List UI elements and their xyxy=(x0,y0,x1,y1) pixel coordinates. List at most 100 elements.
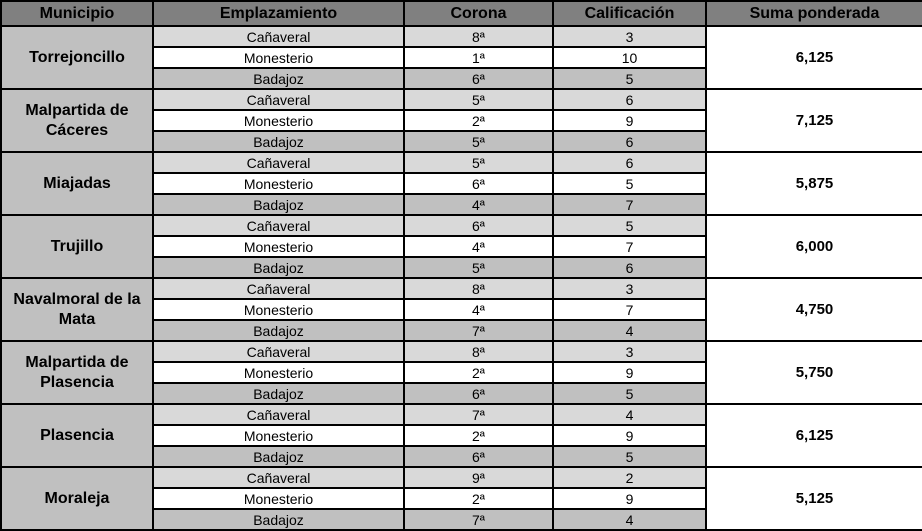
corona-cell: 8ª xyxy=(403,340,554,363)
emplazamiento-cell: Badajoz xyxy=(152,319,405,342)
column-header-corona: Corona xyxy=(403,0,554,27)
municipio-cell: Malpartida de Cáceres xyxy=(0,88,154,153)
column-header-calificacion: Calificación xyxy=(552,0,707,27)
corona-cell: 2ª xyxy=(403,424,554,447)
table-row: Badajoz 7ª 4 xyxy=(1,319,922,342)
table-row: Monesterio 2ª 9 xyxy=(1,487,922,510)
suma-ponderada-cell: 5,125 xyxy=(705,466,922,531)
corona-cell: 4ª xyxy=(403,235,554,258)
calificacion-cell: 6 xyxy=(552,151,707,174)
calificacion-cell: 7 xyxy=(552,298,707,321)
calificacion-cell: 3 xyxy=(552,340,707,363)
calificacion-cell: 10 xyxy=(552,46,707,69)
calificacion-cell: 3 xyxy=(552,277,707,300)
calificacion-cell: 2 xyxy=(552,466,707,489)
calificacion-cell: 4 xyxy=(552,508,707,531)
table-row: Malpartida de Plasencia Cañaveral 8ª 3 5,750 xyxy=(0,340,922,405)
table-row: Badajoz 6ª 5 xyxy=(1,67,922,90)
column-header-suma-ponderada: Suma ponderada xyxy=(705,0,922,27)
table-row: Monesterio 4ª 7 xyxy=(1,298,922,321)
corona-cell: 2ª xyxy=(403,361,554,384)
table-row: Navalmoral de la Mata Cañaveral 8ª 3 4,750 xyxy=(0,277,922,342)
emplazamiento-cell: Monesterio xyxy=(152,487,405,510)
emplazamiento-cell: Badajoz xyxy=(152,256,405,279)
municipio-cell: Plasencia xyxy=(0,403,154,468)
calificacion-cell: 7 xyxy=(552,235,707,258)
table-row: Malpartida de Cáceres Cañaveral 5ª 6 7,125 xyxy=(0,88,922,153)
table-row: Monesterio 1ª 10 xyxy=(1,46,922,69)
table-row: Monesterio 2ª 9 xyxy=(1,424,922,447)
suma-ponderada-cell: 5,750 xyxy=(705,340,922,405)
column-header-emplazamiento: Emplazamiento xyxy=(152,0,405,27)
municipio-cell: Malpartida de Plasencia xyxy=(0,340,154,405)
emplazamiento-cell: Monesterio xyxy=(152,109,405,132)
corona-cell: 7ª xyxy=(403,508,554,531)
table-row: Badajoz 5ª 6 xyxy=(1,130,922,153)
municipio-cell: Torrejoncillo xyxy=(0,25,154,90)
emplazamiento-cell: Badajoz xyxy=(152,508,405,531)
calificacion-cell: 5 xyxy=(552,214,707,237)
emplazamiento-cell: Monesterio xyxy=(152,172,405,195)
table-row: Monesterio 4ª 7 xyxy=(1,235,922,258)
calificacion-cell: 5 xyxy=(552,172,707,195)
corona-cell: 5ª xyxy=(403,151,554,174)
table-row: Moraleja Cañaveral 9ª 2 5,125 xyxy=(0,466,922,531)
calificacion-cell: 6 xyxy=(552,256,707,279)
emplazamiento-cell: Cañaveral xyxy=(152,88,405,111)
emplazamiento-cell: Badajoz xyxy=(152,67,405,90)
calificacion-cell: 5 xyxy=(552,445,707,468)
suma-ponderada-cell: 5,875 xyxy=(705,151,922,216)
calificacion-cell: 4 xyxy=(552,319,707,342)
corona-cell: 7ª xyxy=(403,403,554,426)
corona-cell: 8ª xyxy=(403,277,554,300)
table-row: Badajoz 5ª 6 xyxy=(1,256,922,279)
suma-ponderada-cell: 6,125 xyxy=(705,25,922,90)
table-row: Badajoz 6ª 5 xyxy=(1,382,922,405)
emplazamiento-cell: Badajoz xyxy=(152,193,405,216)
emplazamiento-cell: Monesterio xyxy=(152,361,405,384)
emplazamiento-cell: Cañaveral xyxy=(152,277,405,300)
emplazamiento-cell: Monesterio xyxy=(152,46,405,69)
municipio-cell: Trujillo xyxy=(0,214,154,279)
corona-cell: 5ª xyxy=(403,130,554,153)
table-row: Badajoz 6ª 5 xyxy=(1,445,922,468)
calificacion-cell: 7 xyxy=(552,193,707,216)
calificacion-cell: 5 xyxy=(552,67,707,90)
emplazamiento-cell: Cañaveral xyxy=(152,466,405,489)
emplazamiento-cell: Cañaveral xyxy=(152,403,405,426)
emplazamiento-cell: Badajoz xyxy=(152,130,405,153)
calificacion-cell: 5 xyxy=(552,382,707,405)
corona-cell: 6ª xyxy=(403,445,554,468)
emplazamiento-cell: Cañaveral xyxy=(152,340,405,363)
corona-cell: 1ª xyxy=(403,46,554,69)
municipio-cell: Miajadas xyxy=(0,151,154,216)
corona-cell: 2ª xyxy=(403,487,554,510)
corona-cell: 4ª xyxy=(403,298,554,321)
emplazamiento-cell: Badajoz xyxy=(152,445,405,468)
header-row: Municipio Emplazamiento Corona Calificac… xyxy=(0,0,922,27)
suma-ponderada-cell: 7,125 xyxy=(705,88,922,153)
municipio-cell: Moraleja xyxy=(0,466,154,531)
corona-cell: 5ª xyxy=(403,88,554,111)
table-row: Monesterio 2ª 9 xyxy=(1,109,922,132)
emplazamiento-cell: Monesterio xyxy=(152,235,405,258)
table-row: Badajoz 4ª 7 xyxy=(1,193,922,216)
emplazamiento-cell: Monesterio xyxy=(152,298,405,321)
table-row: Trujillo Cañaveral 6ª 5 6,000 xyxy=(0,214,922,279)
suma-ponderada-cell: 6,000 xyxy=(705,214,922,279)
calificacion-cell: 9 xyxy=(552,487,707,510)
emplazamiento-cell: Cañaveral xyxy=(152,25,405,48)
corona-cell: 6ª xyxy=(403,214,554,237)
table-row: Torrejoncillo Cañaveral 8ª 3 6,125 xyxy=(0,25,922,90)
corona-cell: 6ª xyxy=(403,67,554,90)
calificacion-cell: 9 xyxy=(552,109,707,132)
emplazamiento-cell: Cañaveral xyxy=(152,214,405,237)
corona-cell: 8ª xyxy=(403,25,554,48)
calificacion-cell: 4 xyxy=(552,403,707,426)
table-body: Torrejoncillo Cañaveral 8ª 3 6,125 Monesterio… xyxy=(0,25,922,531)
corona-cell: 2ª xyxy=(403,109,554,132)
suma-ponderada-cell: 6,125 xyxy=(705,403,922,468)
table-row: Plasencia Cañaveral 7ª 4 6,125 xyxy=(0,403,922,468)
table-row: Monesterio 2ª 9 xyxy=(1,361,922,384)
